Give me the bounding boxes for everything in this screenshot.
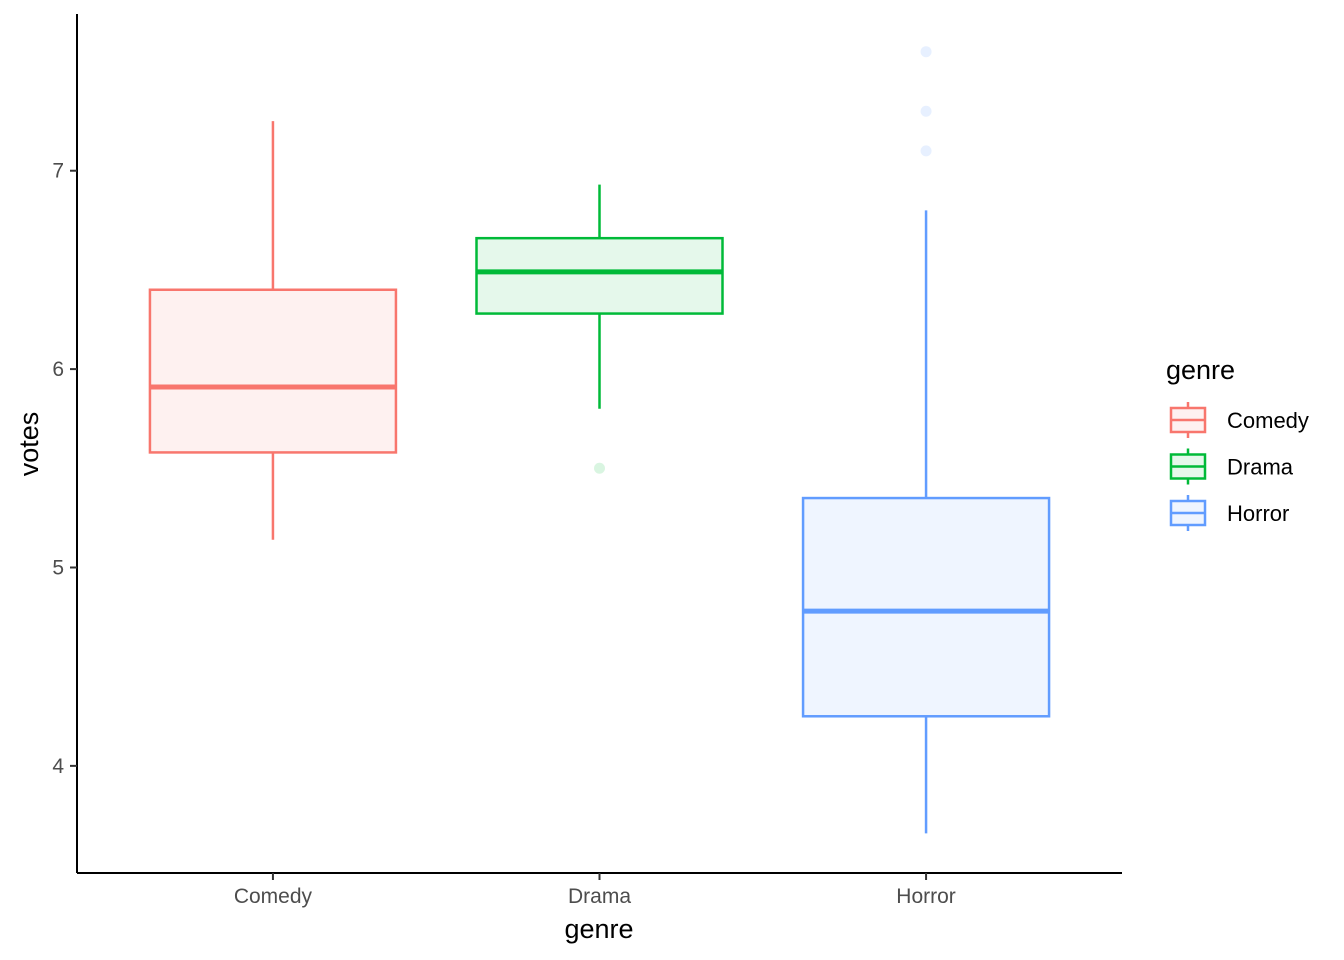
outlier-point [920, 145, 932, 157]
legend-title: genre [1166, 355, 1235, 385]
y-tick-label: 6 [52, 358, 64, 381]
y-axis-title: votes [14, 412, 44, 477]
legend-label: Drama [1227, 455, 1294, 480]
box-horror [801, 46, 1051, 834]
x-tick-label: Comedy [234, 885, 313, 908]
x-tick-label: Horror [896, 885, 956, 908]
outlier-point [920, 46, 932, 58]
x-axis-title: genre [564, 914, 633, 944]
y-tick-label: 5 [52, 556, 64, 579]
box-comedy [148, 121, 398, 540]
legend: genre Comedy Drama Horror [1166, 355, 1309, 531]
x-tick-label: Drama [568, 885, 631, 908]
outlier-point [920, 105, 932, 117]
iqr-box [475, 236, 724, 315]
y-tick-label: 7 [52, 160, 64, 183]
iqr-box [148, 288, 398, 454]
plot-area [148, 46, 1051, 834]
legend-key-horror [1169, 495, 1207, 531]
legend-key-comedy [1169, 402, 1207, 438]
legend-label: Comedy [1227, 408, 1309, 433]
y-tick-label: 4 [52, 755, 64, 778]
outlier-point [594, 462, 605, 474]
legend-label: Horror [1227, 501, 1289, 526]
box-drama [475, 184, 724, 474]
x-axis-ticks: Comedy Drama Horror [234, 873, 956, 908]
legend-key-drama [1169, 448, 1207, 485]
iqr-box [801, 496, 1051, 718]
y-axis-ticks: 4 5 6 7 [52, 160, 77, 778]
